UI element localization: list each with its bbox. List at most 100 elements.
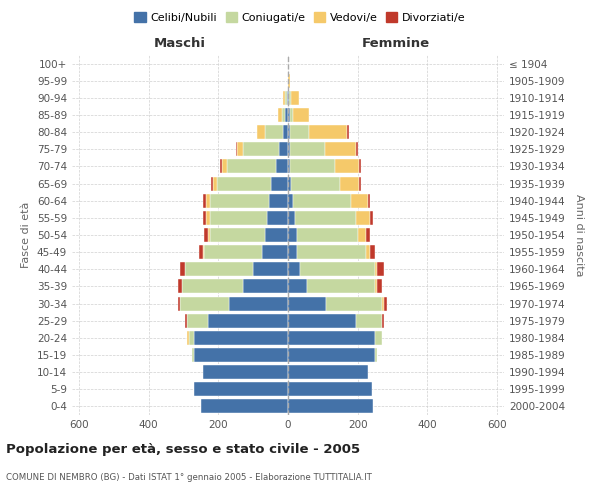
Bar [192,348,194,362]
Bar [288,296,326,310]
Bar [205,228,208,242]
Bar [309,125,347,139]
Bar [265,228,288,242]
Bar [206,211,209,225]
Bar [185,314,187,328]
Bar [213,176,217,190]
Legend: Celibi/Nubili, Coniugati/e, Vedovi/e, Divorziati/e: Celibi/Nubili, Coniugati/e, Vedovi/e, Di… [130,8,470,28]
Bar [208,314,288,328]
Bar [356,314,382,328]
Text: Popolazione per età, sesso e stato civile - 2005: Popolazione per età, sesso e stato civil… [6,442,360,456]
Text: Maschi: Maschi [154,37,206,50]
Bar [201,400,288,413]
Bar [180,296,229,310]
Bar [182,280,243,293]
Bar [229,296,288,310]
Bar [359,160,361,173]
Bar [356,142,358,156]
Text: COMUNE DI NEMBRO (BG) - Dati ISTAT 1° gennaio 2005 - Elaborazione TUTTITALIA.IT: COMUNE DI NEMBRO (BG) - Dati ISTAT 1° ge… [6,472,372,482]
Bar [283,125,288,139]
Bar [293,108,309,122]
Bar [288,382,371,396]
Bar [291,91,299,105]
Bar [243,280,288,293]
Bar [297,245,367,259]
Bar [288,142,290,156]
Bar [282,108,285,122]
Bar [375,348,377,362]
Bar [203,211,206,225]
Bar [187,331,189,345]
Bar [359,176,361,190]
Bar [368,194,370,207]
Bar [285,91,287,105]
Bar [358,228,367,242]
Bar [293,194,351,207]
Bar [194,331,288,345]
Bar [382,314,384,328]
Bar [257,125,265,139]
Bar [178,280,182,293]
Bar [243,142,279,156]
Bar [375,280,377,293]
Bar [325,142,356,156]
Bar [276,160,288,173]
Bar [278,108,282,122]
Bar [356,211,370,225]
Bar [370,245,375,259]
Bar [180,262,185,276]
Bar [279,142,288,156]
Bar [288,365,368,379]
Bar [297,228,358,242]
Bar [269,194,288,207]
Bar [288,348,375,362]
Bar [203,194,206,207]
Bar [189,331,194,345]
Bar [377,280,382,293]
Bar [238,142,243,156]
Bar [384,296,387,310]
Bar [290,108,293,122]
Bar [209,194,269,207]
Bar [209,211,267,225]
Bar [227,160,276,173]
Bar [194,382,288,396]
Bar [351,194,368,207]
Bar [288,331,375,345]
Bar [367,228,370,242]
Bar [206,194,209,207]
Bar [382,296,384,310]
Bar [194,348,288,362]
Bar [290,125,309,139]
Bar [288,280,307,293]
Bar [178,296,180,310]
Bar [288,194,293,207]
Bar [289,74,290,88]
Bar [300,262,375,276]
Bar [288,176,292,190]
Y-axis label: Fasce di età: Fasce di età [22,202,31,268]
Bar [288,314,356,328]
Bar [203,365,288,379]
Bar [288,91,289,105]
Bar [283,91,285,105]
Bar [335,160,359,173]
Bar [199,245,203,259]
Bar [288,211,295,225]
Bar [288,125,290,139]
Bar [265,125,283,139]
Bar [187,314,208,328]
Bar [340,176,359,190]
Bar [271,176,288,190]
Bar [222,160,227,173]
Bar [236,142,238,156]
Bar [292,176,340,190]
Y-axis label: Anni di nascita: Anni di nascita [574,194,584,276]
Bar [209,228,265,242]
Bar [289,91,291,105]
Bar [326,296,382,310]
Bar [377,262,384,276]
Text: Femmine: Femmine [362,37,430,50]
Bar [287,91,288,105]
Bar [307,280,375,293]
